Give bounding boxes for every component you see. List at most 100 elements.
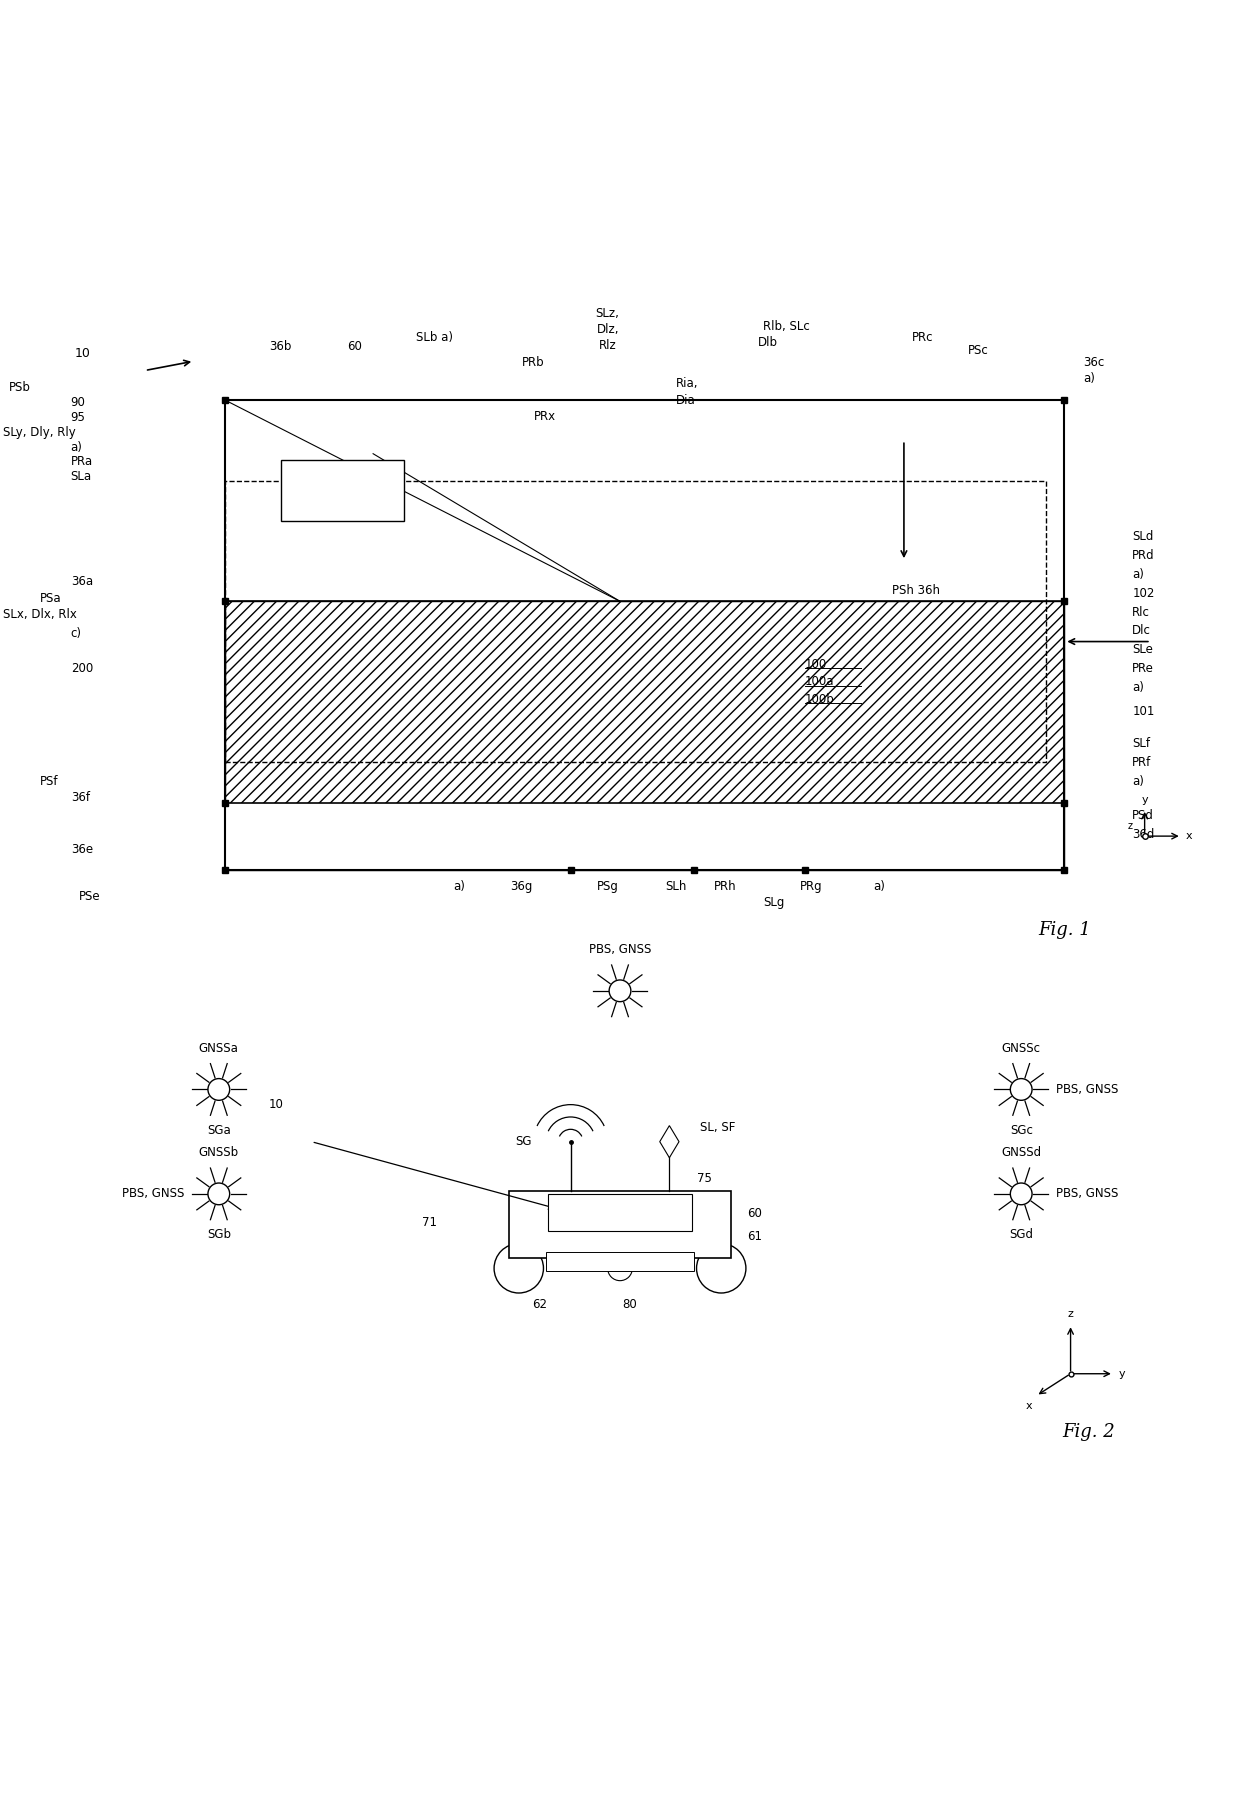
Polygon shape (660, 1126, 680, 1158)
Text: 36f: 36f (71, 791, 89, 803)
Circle shape (494, 1244, 543, 1293)
Text: 100b: 100b (805, 692, 835, 706)
Text: PBS, GNSS: PBS, GNSS (122, 1187, 185, 1200)
Text: PRg: PRg (800, 880, 822, 893)
Text: x: x (1025, 1400, 1033, 1411)
Text: 80: 80 (622, 1298, 637, 1311)
Text: PBS, GNSS: PBS, GNSS (1055, 1187, 1118, 1200)
Bar (548, 1194, 692, 1232)
Text: PBS, GNSS: PBS, GNSS (589, 943, 651, 956)
Bar (508, 1191, 732, 1259)
Text: PRa: PRa (71, 455, 93, 468)
Text: SLy, Dly, Rly: SLy, Dly, Rly (2, 425, 76, 439)
Text: SLe: SLe (1132, 644, 1153, 656)
Text: GNSSb: GNSSb (198, 1146, 239, 1160)
Text: PRc: PRc (911, 330, 934, 344)
Text: Dlc: Dlc (1132, 624, 1151, 637)
Circle shape (697, 1244, 746, 1293)
Text: 10: 10 (268, 1097, 283, 1112)
Text: 95: 95 (71, 411, 86, 423)
Text: Dlz,: Dlz, (596, 323, 619, 335)
Text: ≡: ≡ (336, 482, 348, 498)
Text: 101: 101 (1132, 705, 1154, 717)
Text: SGc: SGc (1009, 1124, 1033, 1137)
Text: 36a: 36a (71, 576, 93, 588)
Text: y: y (1118, 1368, 1126, 1379)
Text: 61: 61 (748, 1230, 763, 1243)
Text: Rlb, SLc: Rlb, SLc (764, 319, 810, 333)
Text: SL, SF: SL, SF (701, 1121, 735, 1135)
Text: 62: 62 (532, 1298, 547, 1311)
Text: Fig. 2: Fig. 2 (1063, 1424, 1116, 1442)
Polygon shape (224, 601, 1064, 870)
Text: 102: 102 (1132, 586, 1154, 599)
Text: 36d: 36d (1132, 828, 1154, 841)
Text: PRh: PRh (713, 880, 737, 893)
Text: PRb: PRb (522, 357, 544, 369)
Text: 36g: 36g (510, 880, 532, 893)
Circle shape (609, 981, 631, 1002)
Text: Rlc: Rlc (1132, 606, 1151, 619)
Polygon shape (224, 803, 1064, 870)
Text: 60: 60 (748, 1207, 763, 1219)
Polygon shape (224, 400, 620, 574)
Text: a): a) (1132, 681, 1145, 694)
Text: 36c: 36c (1083, 357, 1104, 369)
Text: Dia: Dia (676, 393, 696, 407)
Text: a): a) (1083, 373, 1095, 385)
Text: PRx: PRx (533, 409, 556, 423)
Text: SG: SG (515, 1135, 532, 1148)
Text: Fig. 1: Fig. 1 (1038, 922, 1091, 940)
Bar (280, 461, 404, 520)
Text: 200: 200 (71, 662, 93, 674)
Text: GNSSd: GNSSd (1001, 1146, 1042, 1160)
Text: SGb: SGb (207, 1228, 231, 1241)
Text: PSg: PSg (596, 880, 619, 893)
Text: a): a) (1132, 568, 1145, 581)
Text: a): a) (71, 441, 83, 454)
Polygon shape (620, 400, 1064, 601)
Text: 90: 90 (71, 396, 86, 409)
Text: a): a) (1132, 775, 1145, 787)
Circle shape (208, 1079, 229, 1101)
Text: a): a) (873, 880, 885, 893)
Text: SGa: SGa (207, 1124, 231, 1137)
Text: y: y (1141, 796, 1148, 805)
Text: PSe: PSe (78, 889, 100, 904)
Text: SLz,: SLz, (595, 307, 620, 319)
Text: GNSSa: GNSSa (198, 1042, 239, 1054)
Text: 36e: 36e (71, 843, 93, 855)
Text: SLb a): SLb a) (417, 330, 454, 344)
Text: c): c) (71, 628, 82, 640)
Text: SLf: SLf (1132, 737, 1151, 749)
Text: a): a) (454, 880, 465, 893)
Text: 100a: 100a (805, 676, 835, 689)
Text: SLh: SLh (665, 880, 686, 893)
Text: SLd: SLd (1132, 531, 1153, 543)
Text: SLg: SLg (764, 896, 785, 909)
Text: PSc: PSc (967, 344, 988, 357)
Text: 71: 71 (423, 1216, 438, 1230)
Text: 10: 10 (76, 346, 91, 360)
Text: GNSSc: GNSSc (1002, 1042, 1040, 1054)
Text: PSd: PSd (1132, 809, 1154, 823)
Text: Dlb: Dlb (758, 335, 779, 350)
Text: Ria,: Ria, (676, 378, 698, 391)
Text: SLx, Dlx, Rlx: SLx, Dlx, Rlx (2, 608, 77, 620)
Text: 100: 100 (805, 658, 827, 671)
Text: PSa: PSa (40, 592, 62, 604)
Bar (546, 1252, 694, 1271)
Text: PSb: PSb (9, 382, 31, 394)
Circle shape (1011, 1079, 1032, 1101)
Text: SLa: SLa (71, 470, 92, 482)
Text: PRf: PRf (1132, 757, 1152, 769)
Text: 75: 75 (697, 1173, 712, 1185)
Text: z: z (1068, 1309, 1074, 1320)
Circle shape (208, 1183, 229, 1205)
Text: 60: 60 (347, 341, 362, 353)
Text: PSh 36h: PSh 36h (892, 585, 940, 597)
Text: PRe: PRe (1132, 662, 1154, 674)
Text: 36b: 36b (269, 341, 291, 353)
Text: PRd: PRd (1132, 549, 1154, 563)
Text: Rlz: Rlz (599, 339, 616, 351)
